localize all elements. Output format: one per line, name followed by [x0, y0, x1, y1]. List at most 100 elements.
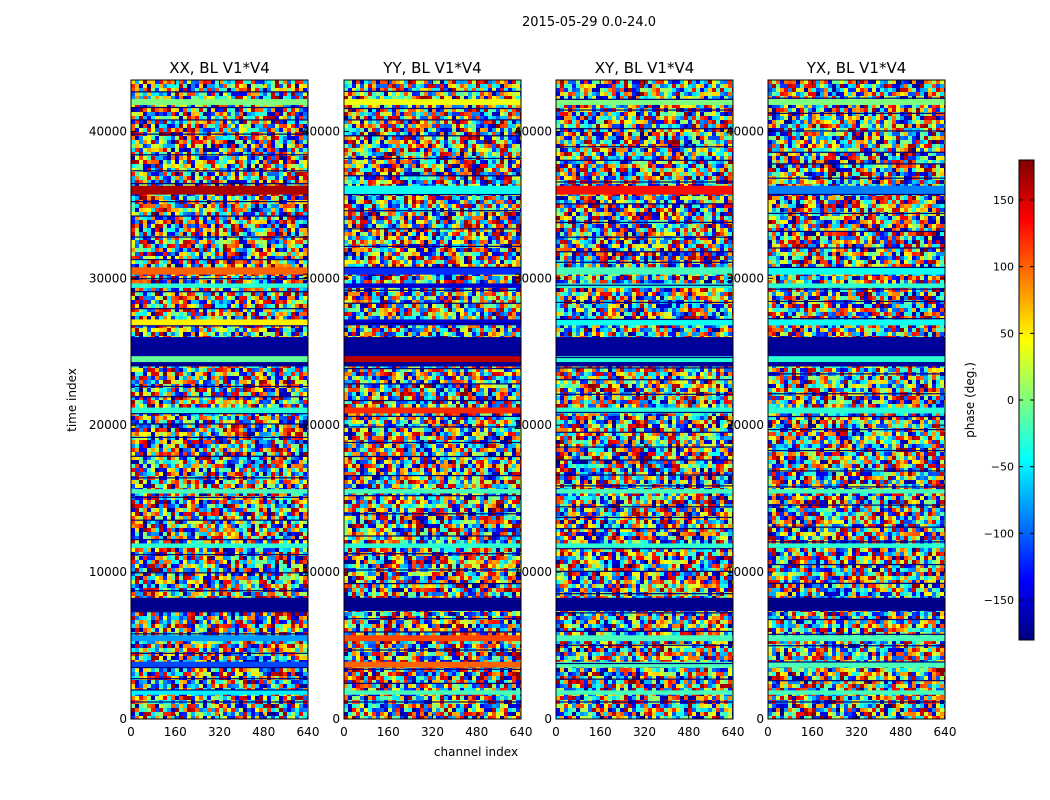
flagged-row [556, 109, 733, 111]
flagged-row [768, 582, 945, 584]
flagged-row [131, 436, 308, 438]
flagged-row [556, 128, 733, 130]
y-tick-label: 10000 [726, 565, 764, 579]
y-tick-label: 30000 [514, 271, 552, 285]
flagged-row [556, 367, 733, 369]
y-tick-label: 20000 [514, 418, 552, 432]
flagged-row [556, 338, 733, 340]
phase-band [344, 635, 521, 642]
phase-band [131, 319, 308, 326]
phase-band [768, 543, 945, 548]
phase-band [344, 489, 521, 494]
colorbar-tick-label: −100 [984, 527, 1014, 540]
phase-band [131, 267, 308, 275]
flagged-row [344, 352, 521, 354]
flagged-row [768, 541, 945, 543]
flagged-row [131, 325, 308, 327]
phase-band [131, 543, 308, 548]
flagged-row [556, 411, 733, 414]
flagged-row [344, 245, 521, 247]
y-tick-label: 10000 [89, 565, 127, 579]
phase-band [344, 356, 521, 363]
y-tick-label: 30000 [302, 271, 340, 285]
flagged-row [131, 200, 308, 203]
flagged-row [344, 668, 521, 670]
flagged-row [344, 383, 521, 385]
flagged-row [768, 337, 945, 339]
phase-band [556, 635, 733, 642]
phase-band [768, 407, 945, 414]
phase-band [344, 185, 521, 195]
colorbar-tick-label: 0 [1007, 394, 1014, 407]
y-tick-label: 20000 [89, 418, 127, 432]
flagged-row [556, 203, 733, 205]
x-tick-label: 640 [297, 725, 320, 739]
y-tick-label: 30000 [726, 271, 764, 285]
flagged-row [556, 393, 733, 395]
phase-band [768, 661, 945, 668]
y-tick-label: 20000 [302, 418, 340, 432]
phase-band [556, 661, 733, 668]
y-tick-label: 40000 [302, 124, 340, 138]
panel-yy: YY, BL V1*V4 0 160 320 480 640 0 10000 20000 3000… [302, 59, 533, 739]
x-tick-label: 0 [340, 725, 348, 739]
flagged-row [131, 666, 308, 669]
y-tick-label: 0 [544, 712, 552, 726]
flagged-row [131, 119, 308, 121]
flagged-row [768, 350, 945, 352]
phase-band [344, 407, 521, 414]
phase-band [344, 661, 521, 668]
phase-band [344, 690, 521, 695]
flagged-row [131, 496, 308, 498]
y-tick-label: 10000 [302, 565, 340, 579]
flagged-row [556, 548, 733, 550]
flagged-row [344, 495, 521, 497]
flagged-row [768, 163, 945, 165]
phase-noise-cells [768, 80, 945, 719]
phase-band [556, 267, 733, 275]
colorbar-tick-label: 100 [993, 261, 1014, 274]
phase-noise-cells [131, 80, 308, 719]
flagged-row [768, 177, 945, 179]
flagged-row [768, 680, 945, 682]
flagged-row [344, 682, 521, 684]
flagged-row [556, 485, 733, 487]
panel-xy: XY, BL V1*V4 0 160 320 480 640 0 10000 20000 3000… [514, 59, 745, 739]
flagged-row [344, 569, 521, 571]
flagged-row [344, 302, 521, 304]
flagged-row [344, 135, 521, 137]
flagged-row [556, 236, 733, 238]
flagged-row [768, 193, 945, 196]
flagged-row [344, 193, 521, 196]
heatmap-panels: XX, BL V1*V4 0 160 320 480 640 0 10000 20000 3000… [89, 59, 957, 739]
flagged-row [131, 385, 308, 388]
phase-band [131, 185, 308, 195]
phase-band [344, 319, 521, 326]
panel-yx: YX, BL V1*V4 0 160 320 480 640 0 10000 20000 3000… [726, 59, 957, 739]
flagged-row [131, 477, 308, 479]
flagged-row [768, 230, 945, 233]
flagged-row [131, 259, 308, 261]
y-tick-label: 0 [332, 712, 340, 726]
colorbar: −150 −100 −50 0 50 100 150 [984, 159, 1035, 641]
flagged-row [131, 364, 308, 366]
flagged-row [768, 564, 945, 566]
flagged-row [768, 415, 945, 418]
flagged-row [131, 308, 308, 310]
flagged-row [344, 583, 521, 585]
x-tick-label: 480 [889, 725, 912, 739]
flagged-row [131, 539, 308, 541]
y-tick-label: 40000 [89, 124, 127, 138]
flagged-row [344, 649, 521, 651]
flagged-row [556, 318, 733, 321]
flagged-row [768, 618, 945, 621]
flagged-row [344, 90, 521, 93]
phase-band [768, 489, 945, 494]
flagged-row [768, 486, 945, 488]
flagged-row [131, 554, 308, 556]
phase-band [768, 690, 945, 695]
flagged-row [556, 474, 733, 476]
flagged-row [768, 97, 945, 99]
flagged-row [556, 431, 733, 433]
